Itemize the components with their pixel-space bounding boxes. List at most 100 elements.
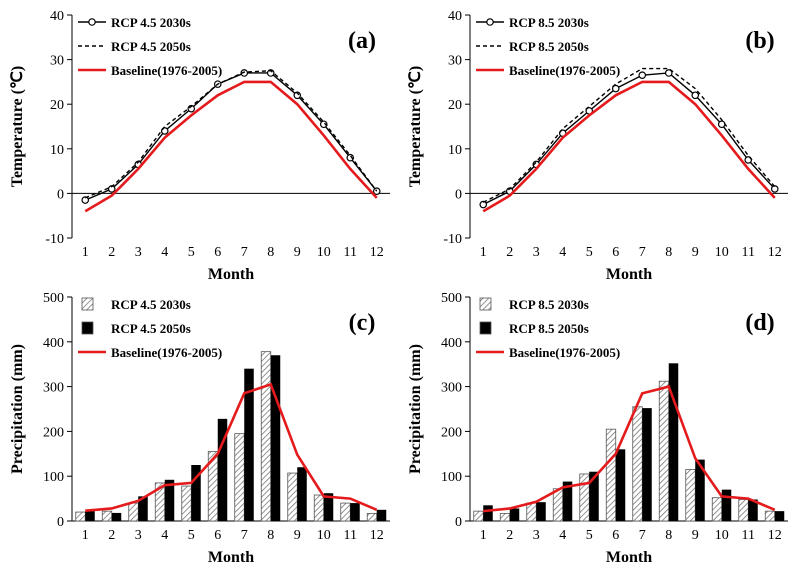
legend-label: RCP 8.5 2050s <box>509 321 589 336</box>
data-point <box>479 200 488 209</box>
x-tick-label: 10 <box>715 245 729 260</box>
x-tick-label: 7 <box>639 528 646 543</box>
bar <box>483 505 493 521</box>
legend-label: Baseline(1976-2005) <box>111 345 222 360</box>
y-tick-label: -10 <box>443 232 462 247</box>
legend-label: RCP 4.5 2050s <box>111 39 191 54</box>
y-tick-label: 30 <box>50 54 64 69</box>
x-tick-label: 6 <box>214 245 221 260</box>
y-tick-label: 100 <box>43 470 64 485</box>
bar <box>287 472 298 522</box>
x-tick-label: 11 <box>344 528 357 543</box>
legend-label: RCP 4.5 2030s <box>111 15 191 30</box>
legend-label: RCP 8.5 2030s <box>509 297 589 312</box>
legend-item: RCP 4.5 2050s <box>81 321 191 336</box>
y-axis-label: Temperature (℃) <box>407 66 424 188</box>
bar <box>738 499 749 522</box>
y-tick-label: 0 <box>57 515 64 530</box>
bar <box>536 502 546 521</box>
y-tick-label: 20 <box>50 98 64 113</box>
baseline-line <box>85 382 378 512</box>
bar <box>642 408 652 521</box>
y-tick-label: 300 <box>43 381 64 396</box>
bar <box>101 510 113 522</box>
x-tick-label: 7 <box>639 245 646 260</box>
legend-marker <box>88 18 96 26</box>
x-tick-label: 5 <box>188 245 195 260</box>
bar <box>244 368 254 521</box>
x-tick-label: 10 <box>317 528 331 543</box>
series-line-2 <box>482 80 776 213</box>
bar <box>526 502 537 522</box>
bar <box>313 494 325 522</box>
series-line-0 <box>84 72 378 201</box>
x-tick-label: 11 <box>742 245 755 260</box>
legend-item: Baseline(1976-2005) <box>78 345 222 360</box>
y-tick-label: 40 <box>448 9 462 24</box>
data-point <box>770 185 779 193</box>
bar <box>748 499 758 521</box>
x-tick-label: 8 <box>267 245 274 260</box>
bar <box>75 511 86 522</box>
panel-label: (d) <box>745 310 774 336</box>
legend-item: Baseline(1976-2005) <box>78 63 222 78</box>
legend-label: Baseline(1976-2005) <box>509 63 620 78</box>
y-tick-label: 20 <box>448 98 462 113</box>
x-tick-label: 5 <box>586 528 593 543</box>
x-tick-label: 12 <box>768 245 782 260</box>
bar <box>658 380 670 522</box>
legend-item: RCP 4.5 2030s <box>81 297 191 312</box>
data-point <box>664 69 673 77</box>
y-axis-label: Temperature (℃) <box>9 66 26 188</box>
bar <box>111 512 122 521</box>
bar <box>234 433 245 522</box>
series-line-1 <box>482 67 776 203</box>
legend-swatch <box>81 321 94 335</box>
panel-label: (c) <box>349 310 376 336</box>
x-tick-label: 7 <box>241 245 248 260</box>
legend-marker <box>486 18 494 26</box>
x-tick-label: 3 <box>533 245 540 260</box>
bar <box>499 512 511 522</box>
data-point <box>691 91 700 100</box>
x-tick-label: 3 <box>533 528 540 543</box>
legend-label: Baseline(1976-2005) <box>509 345 620 360</box>
x-tick-label: 4 <box>161 245 168 260</box>
bar <box>562 481 573 521</box>
data-point <box>611 84 620 93</box>
panel-label: (b) <box>745 28 774 54</box>
x-axis-label: Month <box>606 549 652 566</box>
x-axis-label: Month <box>208 266 254 283</box>
bar <box>711 497 723 522</box>
x-tick-label: 1 <box>82 245 89 260</box>
x-tick-label: 7 <box>241 528 248 543</box>
y-tick-label: 400 <box>43 336 64 351</box>
legend-swatch <box>81 297 94 311</box>
y-tick-label: 200 <box>441 425 462 440</box>
x-tick-label: 6 <box>612 245 619 260</box>
legend-swatch <box>479 321 492 335</box>
x-tick-label: 4 <box>559 245 566 260</box>
data-point <box>346 153 355 162</box>
y-axis-label: Precipitation (mm) <box>9 344 26 474</box>
bar <box>85 511 95 521</box>
x-tick-label: 11 <box>344 245 357 260</box>
y-tick-label: 500 <box>441 291 462 306</box>
x-tick-label: 12 <box>370 528 384 543</box>
bar <box>509 508 520 521</box>
bar <box>164 479 175 521</box>
y-tick-label: 300 <box>441 381 462 396</box>
y-axis-label: Precipitation (mm) <box>407 344 424 474</box>
x-tick-label: 8 <box>267 528 274 543</box>
x-tick-label: 3 <box>135 528 142 543</box>
bar <box>721 489 732 521</box>
bar <box>128 502 139 522</box>
bar <box>366 512 378 522</box>
data-point <box>293 91 302 100</box>
bar <box>552 488 564 522</box>
bar <box>695 459 705 521</box>
